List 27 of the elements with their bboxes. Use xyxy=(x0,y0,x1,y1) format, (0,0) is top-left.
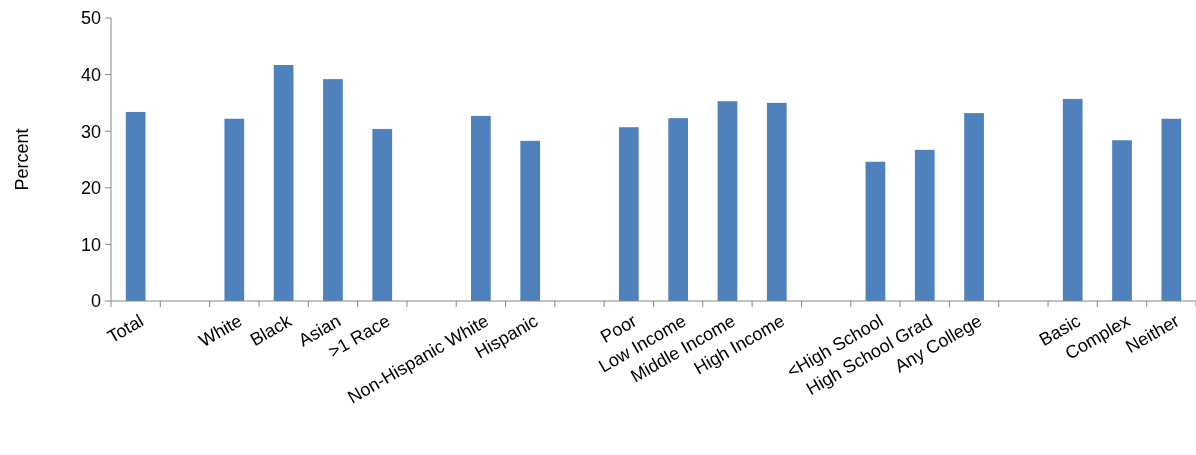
y-tick-label: 0 xyxy=(90,291,101,312)
y-tick-label: 20 xyxy=(80,178,101,199)
y-axis-title: Percent xyxy=(12,128,32,191)
x-tick-label: White xyxy=(195,310,246,351)
bar xyxy=(717,101,738,301)
x-tick-label: Black xyxy=(246,310,296,350)
bar xyxy=(1161,118,1182,301)
y-tick-label: 40 xyxy=(80,64,101,85)
bar xyxy=(224,118,245,301)
bar xyxy=(471,115,491,301)
bar xyxy=(914,149,935,301)
bar xyxy=(1062,98,1083,301)
bar xyxy=(618,127,639,301)
x-tick-label: Total xyxy=(103,310,147,347)
bar xyxy=(520,140,541,301)
bar xyxy=(125,111,146,301)
y-tick-label: 30 xyxy=(80,121,101,142)
bar xyxy=(273,64,294,301)
bar xyxy=(1112,140,1132,301)
bar xyxy=(668,118,689,301)
y-tick-label: 10 xyxy=(80,234,101,255)
y-tick-label: 50 xyxy=(80,8,101,29)
bar xyxy=(964,113,984,301)
bar xyxy=(372,128,393,301)
bar xyxy=(766,102,787,301)
bar xyxy=(323,79,343,301)
bar xyxy=(865,161,886,301)
